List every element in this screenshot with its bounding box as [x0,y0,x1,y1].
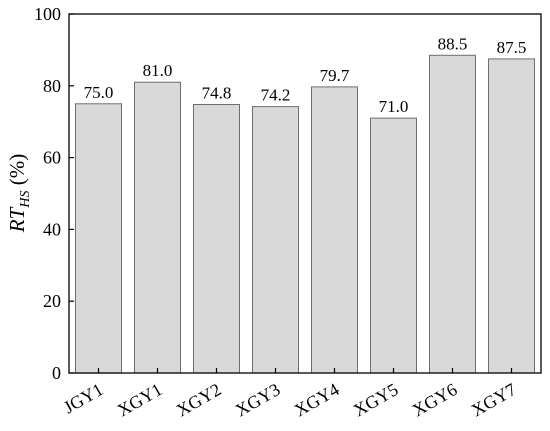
y-tick-label-60: 60 [43,148,61,168]
bar-jgy1 [75,103,122,374]
y-tick-label-20: 20 [43,291,61,311]
data-label-xgy7: 87.5 [497,38,527,57]
x-category-label-jgy1: JGY1 [60,379,106,417]
x-category-label-xgy4: XGY4 [291,379,343,420]
data-label-xgy4: 79.7 [320,66,350,85]
bar-xgy2 [193,104,240,374]
data-label-jgy1: 75.0 [84,83,114,102]
data-label-xgy1: 81.0 [143,61,173,80]
x-category-label-xgy7: XGY7 [468,379,520,420]
bar-xgy3 [252,106,299,374]
y-tick-label-100: 100 [34,4,61,24]
bar-xgy7 [488,58,535,374]
bar-xgy5 [370,117,417,374]
x-category-label-xgy6: XGY6 [409,379,461,420]
plot-frame [68,13,542,374]
bar-xgy1 [134,81,181,374]
data-label-xgy5: 71.0 [379,97,409,116]
y-tick-label-80: 80 [43,76,61,96]
y-axis-title-main: RT [5,206,29,233]
x-category-label-xgy5: XGY5 [350,379,402,420]
data-label-xgy2: 74.8 [202,84,232,103]
bars-layer [75,54,535,374]
y-tick-label-40: 40 [43,219,61,239]
y-axis-title-subscript: HS [18,191,33,209]
y-tick-label-0: 0 [52,363,61,383]
x-category-label-xgy2: XGY2 [173,379,225,420]
x-category-label-xgy3: XGY3 [232,379,284,420]
y-axis-title-unit: (%) [5,154,29,191]
data-label-xgy3: 74.2 [261,86,291,105]
data-label-xgy6: 88.5 [438,34,468,53]
axis-layer [68,13,542,374]
y-ticks-layer: 0 20 40 60 80 100 [34,4,74,383]
bar-xgy4 [311,86,358,374]
data-labels-layer: 75.0 81.0 74.8 74.2 79.7 71.0 88.5 87.5 [84,34,527,116]
bar-xgy6 [429,54,476,374]
x-category-label-xgy1: XGY1 [114,379,166,420]
y-axis-title: RTHS (%) [5,154,33,233]
x-categories-layer: JGY1 XGY1 XGY2 XGY3 XGY4 XGY5 XGY6 XGY7 [60,379,519,420]
